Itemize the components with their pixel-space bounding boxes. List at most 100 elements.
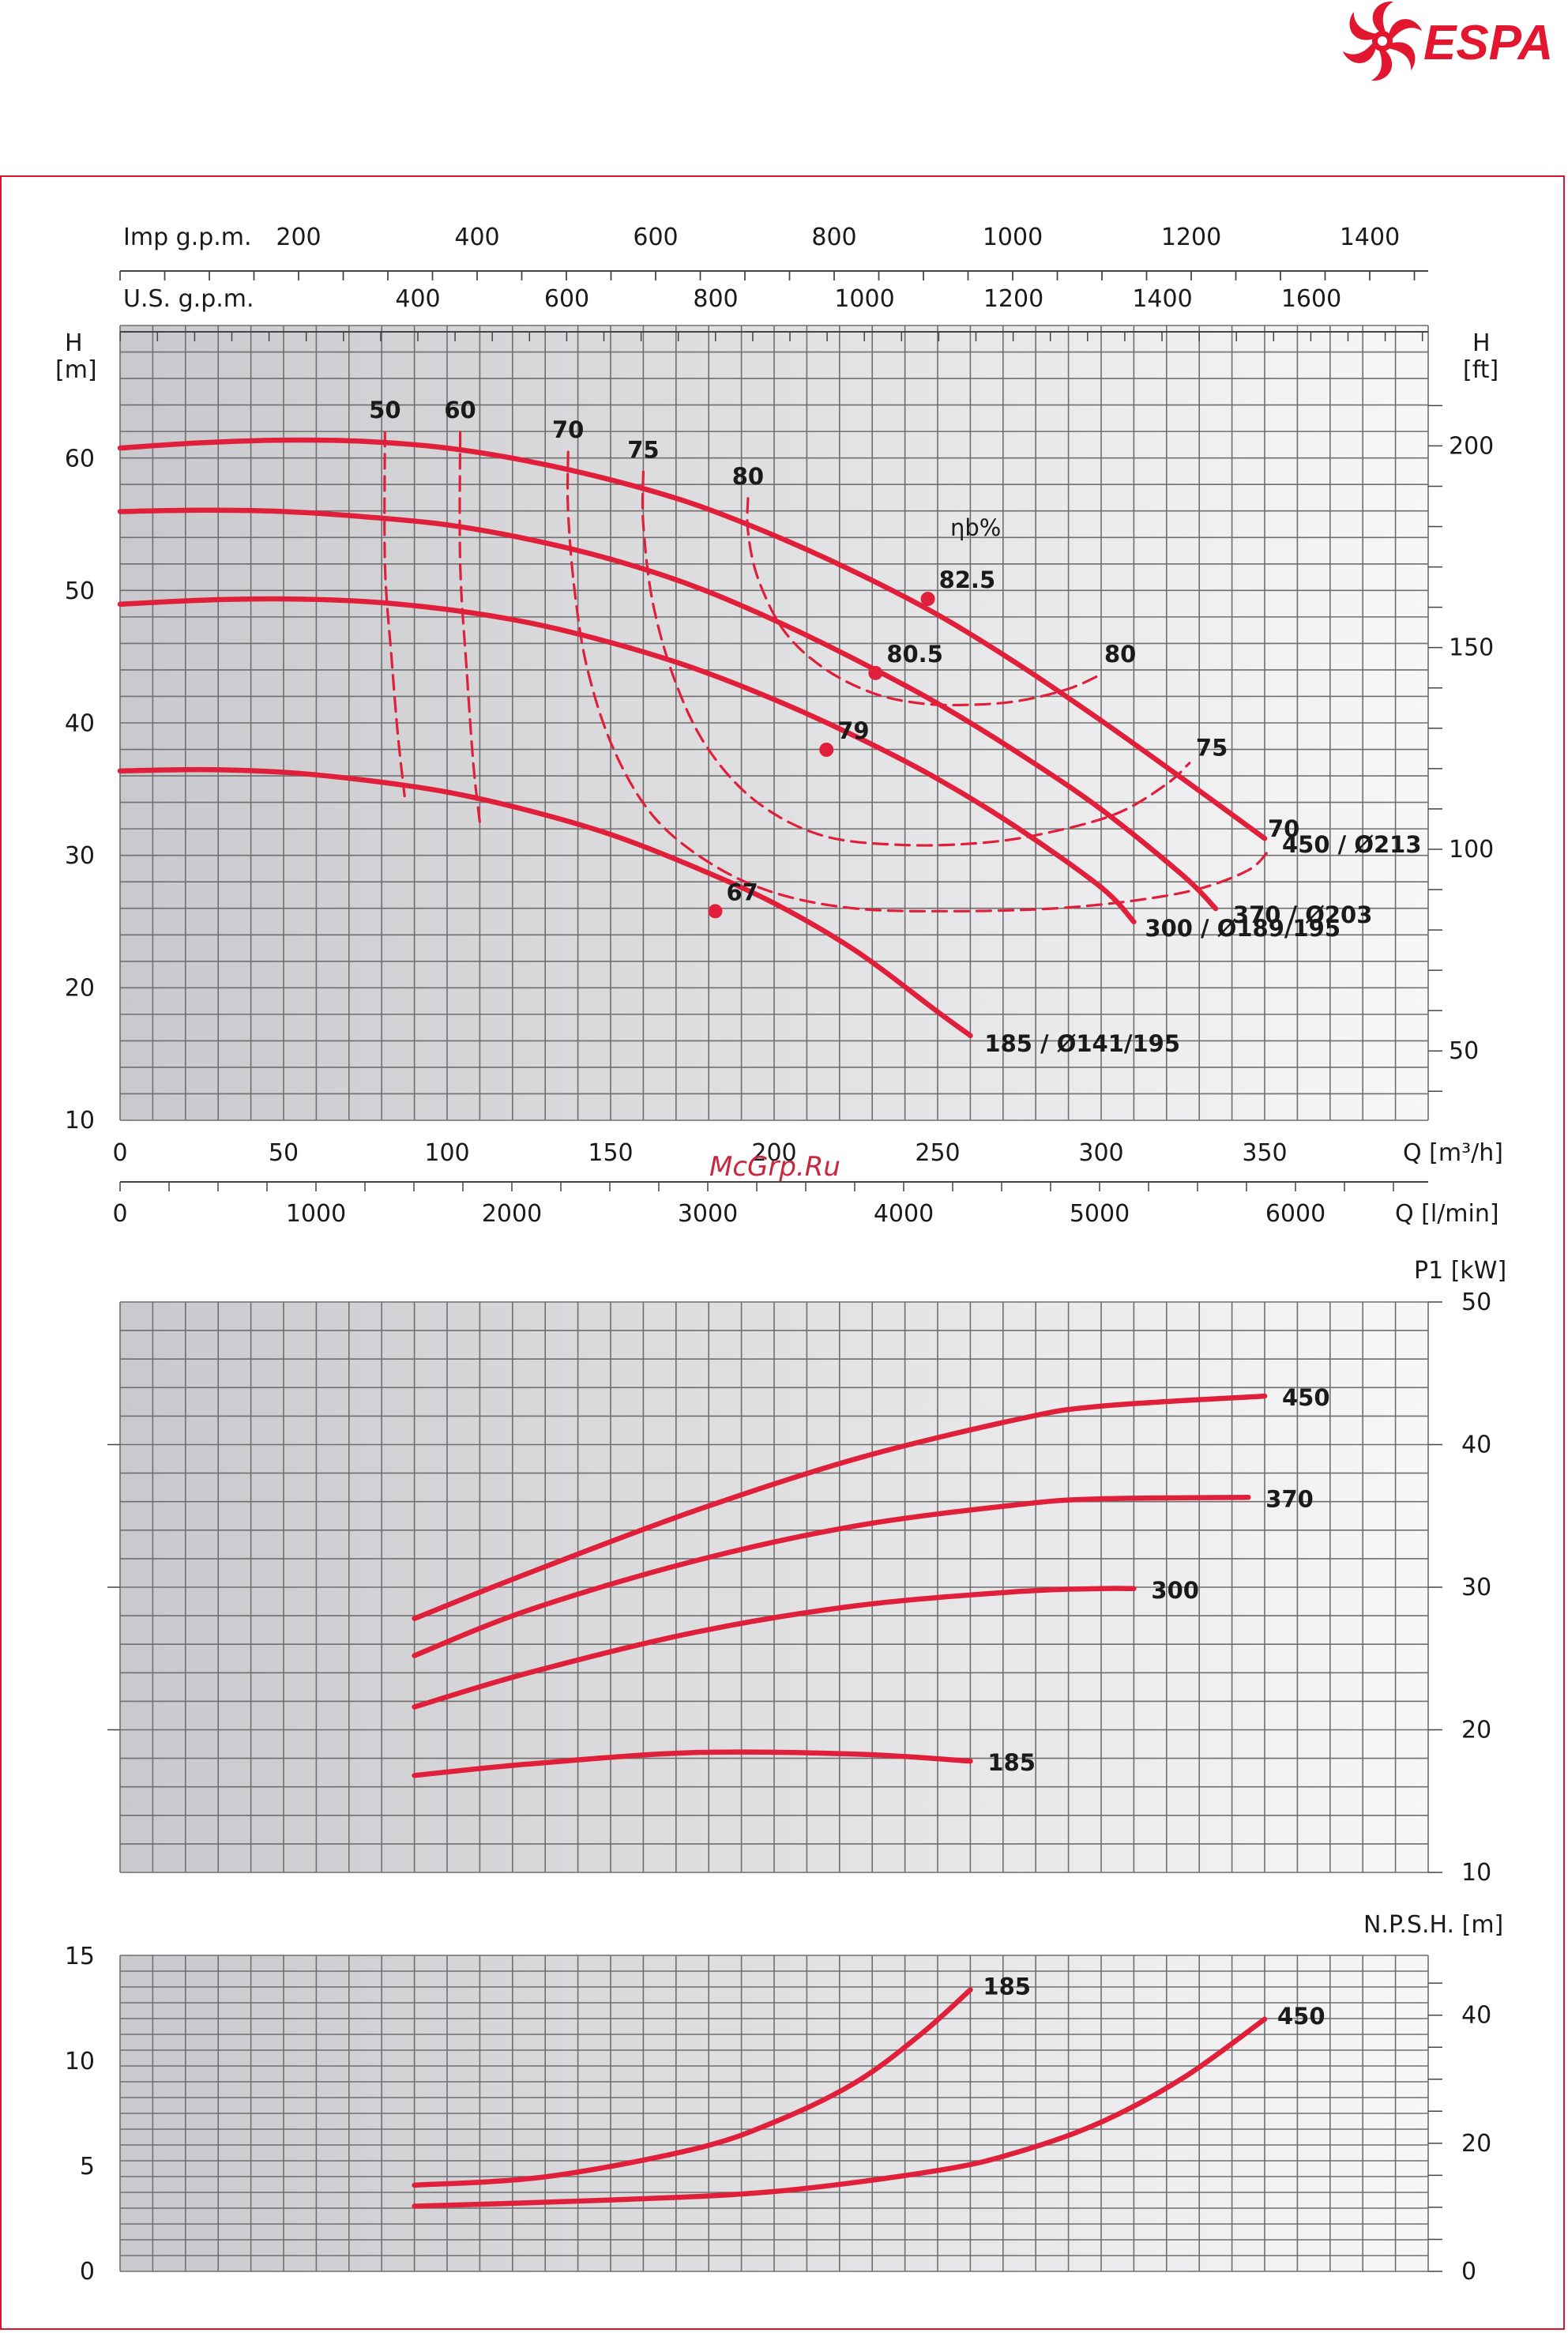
brand-name: ESPA [1423, 16, 1553, 70]
q-lmin-tick-label: 1000 [286, 1200, 346, 1228]
head-right-tick-label: 50 [1449, 1037, 1479, 1065]
power-curve-450 [412, 1393, 1268, 1621]
q-m3h-tick-label: 50 [269, 1139, 299, 1167]
power-curve-185 [412, 1749, 973, 1778]
best-efficiency-point [708, 904, 723, 919]
curves [117, 431, 1269, 2209]
q-lmin-tick-label: 3000 [678, 1200, 738, 1228]
best-efficiency-label: 67 [726, 879, 758, 905]
imp-gpm-axis-label: Imp g.p.m. [123, 224, 252, 251]
grid-lines [119, 325, 1429, 2272]
us-gpm-axis-tick-label: 1200 [983, 285, 1043, 313]
power-tick-label: 20 [1461, 1717, 1491, 1744]
power-curve-300 [412, 1586, 1137, 1710]
power-curve-label: 450 [1282, 1384, 1330, 1411]
npsh-curve-185 [412, 1987, 973, 2188]
best-efficiency-label: 80.5 [886, 641, 943, 668]
us-gpm-axis-tick-label: 800 [693, 285, 738, 313]
head-left-axis-unit: [m] [55, 356, 97, 384]
imp-gpm-axis-tick-label: 1000 [983, 224, 1043, 251]
q-lmin-axis-label: Q [l/min] [1395, 1200, 1499, 1228]
us-gpm-axis-tick-label: 1000 [834, 285, 894, 313]
power-tick-label: 50 [1461, 1289, 1491, 1316]
us-gpm-axis-tick-label: 1600 [1281, 285, 1341, 313]
imp-gpm-axis-tick-label: 200 [276, 224, 321, 251]
head-right-tick-label: 200 [1449, 432, 1494, 460]
efficiency-curve-60 [458, 431, 481, 824]
power-axis-title: P1 [kW] [1414, 1257, 1506, 1285]
q-m3h-tick-label: 0 [112, 1139, 127, 1167]
best-efficiency-label: 79 [837, 717, 869, 744]
head-right-tick-label: 150 [1449, 634, 1494, 662]
watermark: McGrp.Ru [709, 1151, 840, 1183]
head-curve-3 [117, 596, 1137, 925]
imp-gpm-axis-tick-label: 800 [811, 224, 856, 251]
npsh-left-tick-label: 15 [65, 1943, 95, 1970]
axes [107, 270, 1442, 2272]
us-gpm-axis-tick-label: 600 [544, 285, 589, 313]
efficiency-curve-75 [641, 470, 1191, 847]
power-curve-label: 185 [987, 1749, 1036, 1776]
head-curve-label: 185 / Ø141/195 [984, 1030, 1180, 1057]
q-m3h-tick-label: 100 [424, 1139, 469, 1167]
q-m3h-axis-label: Q [m³/h] [1403, 1139, 1503, 1167]
efficiency-label-right: 80 [1104, 641, 1136, 668]
head-right-axis-unit: [ft] [1463, 356, 1498, 384]
us-gpm-axis-tick-label: 400 [395, 285, 440, 313]
q-m3h-tick-label: 250 [915, 1139, 960, 1167]
best-efficiency-label: 82.5 [939, 566, 996, 593]
imp-gpm-axis-tick-label: 1200 [1161, 224, 1221, 251]
head-left-tick-label: 30 [65, 842, 95, 870]
q-lmin-tick-label: 5000 [1070, 1200, 1130, 1228]
q-lmin-tick-label: 6000 [1265, 1200, 1325, 1228]
head-left-tick-label: 20 [65, 975, 95, 1003]
efficiency-label: 70 [552, 416, 584, 443]
head-left-tick-label: 60 [65, 446, 95, 473]
head-left-axis-title: H [65, 329, 83, 357]
npsh-axis-title: N.P.S.H. [m] [1363, 1911, 1503, 1939]
power-tick-label: 40 [1461, 1432, 1491, 1459]
npsh-left-tick-label: 0 [80, 2258, 95, 2286]
efficiency-label-right: 75 [1196, 735, 1228, 762]
head-curve-2 [117, 507, 1219, 912]
efficiency-label: 50 [369, 397, 400, 423]
power-curve-label: 300 [1151, 1577, 1199, 1604]
efficiency-curve-70 [566, 450, 1269, 913]
npsh-curve-label: 450 [1277, 2003, 1325, 2030]
head-right-axis-title: H [1472, 329, 1491, 357]
espa-impeller-icon [1342, 1, 1423, 81]
q-m3h-tick-label: 200 [751, 1139, 796, 1167]
efficiency-label-right: 70 [1268, 815, 1299, 842]
q-m3h-tick-label: 350 [1242, 1139, 1287, 1167]
npsh-curve-450 [412, 2016, 1268, 2209]
power-tick-label: 30 [1461, 1574, 1491, 1601]
espa-logo: ESPA [1342, 1, 1553, 81]
efficiency-curve-80 [746, 497, 1103, 707]
power-tick-label: 10 [1461, 1859, 1491, 1887]
power-curve-370 [412, 1495, 1251, 1658]
q-m3h-tick-label: 300 [1078, 1139, 1123, 1167]
imp-gpm-axis-tick-label: 1400 [1340, 224, 1400, 251]
efficiency-label: 60 [444, 397, 476, 423]
head-left-tick-label: 10 [65, 1107, 95, 1135]
head-left-tick-label: 40 [65, 710, 95, 738]
best-efficiency-point [920, 592, 935, 607]
head-curve-1 [117, 437, 1268, 841]
imp-gpm-axis-tick-label: 600 [633, 224, 678, 251]
npsh-right-tick-label: 40 [1461, 2002, 1491, 2030]
npsh-left-tick-label: 10 [65, 2048, 95, 2075]
q-lmin-tick-label: 2000 [482, 1200, 542, 1228]
npsh-curve-label: 185 [983, 1974, 1031, 2000]
efficiency-label: 75 [627, 436, 659, 463]
q-m3h-tick-label: 150 [588, 1139, 633, 1167]
head-curve-4 [117, 766, 973, 1039]
best-efficiency-point [819, 743, 834, 757]
head-curve-label: 300 / Ø189/195 [1145, 915, 1341, 942]
npsh-right-tick-label: 0 [1461, 2258, 1476, 2286]
npsh-left-tick-label: 5 [80, 2153, 95, 2181]
us-gpm-axis-tick-label: 1400 [1132, 285, 1192, 313]
best-efficiency-point [868, 665, 883, 680]
head-curve-label: 370 / Ø203 [1233, 901, 1373, 928]
us-gpm-axis-label: U.S. g.p.m. [123, 285, 254, 313]
